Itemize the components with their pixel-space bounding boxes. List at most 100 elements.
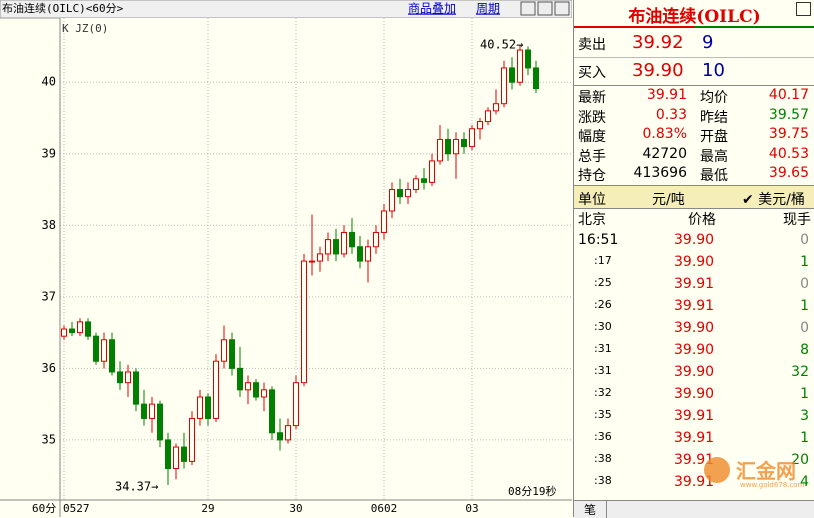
trade-row: :38 39.91 4 [574,472,814,494]
trade-volume: 1 [800,386,809,402]
ask-volume: 9 [702,32,714,53]
stat-label: 总手 [578,148,606,165]
candle-body [149,403,155,419]
stat-label: 涨跌 [578,109,606,126]
panel-icon[interactable] [796,2,811,16]
candle-body [405,189,411,198]
candle-body [69,328,75,334]
trade-time: :32 [594,386,612,399]
stat-value: 40.17 [768,87,809,103]
candle-body [237,367,243,391]
unit-bar: 单位 元/吨 ✔ 美元/桶 [574,185,814,209]
y-tick-label: 40 [42,75,56,89]
candle-body [485,110,491,123]
candle-body [461,138,467,148]
nav-button[interactable] [537,1,553,16]
countdown: 08分19秒 [508,484,557,498]
ask-row: 卖出 39.92 9 [574,30,814,57]
candle-body [397,189,403,198]
candle-body [85,321,91,337]
period-link[interactable]: 周期 [476,2,500,16]
trade-volume: 3 [800,408,809,424]
trade-volume: 20 [791,452,809,468]
stat-value: 40.53 [768,145,809,162]
stat-value: 39.57 [768,106,809,123]
x-tick-label: 30 [289,502,302,515]
trade-row: :38 39.91 20 [574,450,814,472]
stat-label: 昨结 [700,109,728,126]
candle-body [213,360,219,419]
bid-row: 买入 39.90 10 [574,57,814,86]
candle-body [533,67,539,90]
stat-value: 39.75 [768,126,809,143]
candle-body [277,432,283,441]
trade-row: :25 39.91 0 [574,274,814,296]
x-tick-label: 29 [201,502,214,515]
trade-volume: 1 [800,430,809,446]
watermark-logo [704,457,730,483]
trade-time: :30 [594,320,612,333]
stat-row: 总手 42720 最高 40.53 [574,145,814,165]
candle-body [333,239,339,255]
candle-body [373,231,379,248]
candle-body [325,239,331,255]
trade-price: 39.91 [674,276,715,292]
y-tick-label: 36 [42,361,56,375]
candle-body [125,371,131,384]
candle-body [301,260,307,384]
trade-row: 16:51 39.90 0 [574,230,814,252]
unit-option[interactable]: 元/吨 [652,192,685,208]
unit-option[interactable]: ✔ 美元/桶 [742,192,805,208]
stat-value: 42720 [642,145,687,162]
overlay-link[interactable]: 商品叠加 [408,1,456,16]
stat-label: 最新 [578,90,606,106]
candle-body [61,328,67,337]
trade-time: 16:51 [578,232,619,248]
unit-label: 单位 [578,192,606,208]
trade-row: :31 39.90 8 [574,340,814,362]
stat-label: 持仓 [578,168,606,185]
trade-price: 39.91 [674,430,715,446]
trade-time: :35 [594,408,612,421]
candle-body [157,403,163,441]
chart-title: 布油连续(OILC)<60分> [2,1,124,15]
stat-row: 持仓 413696 最低 39.65 [574,164,814,185]
trade-volume: 32 [791,364,809,380]
stat-label: 开盘 [700,129,728,146]
bid-label: 买入 [578,65,606,81]
nav-button[interactable] [554,1,570,16]
plot-background [60,18,572,500]
candle-body [509,67,515,83]
candle-body [77,321,83,334]
panel-title: 布油连续(OILC) [628,7,761,27]
y-tick-label: 39 [42,146,56,160]
candle-body [437,138,443,162]
candle-body [261,389,267,398]
trade-volume: 0 [800,276,809,292]
candle-body [429,160,435,183]
candle-body [525,49,531,69]
trade-price: 39.90 [674,254,715,270]
ask-price: 39.92 [632,32,684,53]
ask-label: 卖出 [578,37,606,53]
quote-panel: 布油连续(OILC) 卖出 39.92 9 买入 39.90 10 最新 39.9… [573,0,814,518]
trade-price: 39.90 [674,386,715,402]
trade-time: :17 [594,254,612,267]
trade-volume: 4 [800,474,809,490]
candle-body [493,103,499,112]
trade-row: :36 39.91 1 [574,428,814,450]
trade-price: 39.90 [674,342,715,358]
watermark: 汇金网 www.gold678.com [704,455,812,495]
header-time: 北京 [578,212,606,228]
tab[interactable]: 笔 [584,501,608,518]
trade-time: :26 [594,298,612,311]
trade-row: :17 39.90 1 [574,252,814,274]
tab-bar: 笔 [574,500,814,518]
trade-price: 39.90 [674,232,715,248]
candle-body [293,382,299,427]
nav-button[interactable] [520,1,536,16]
candle-body [189,417,195,462]
indicator-label: K JZ(0) [62,22,108,35]
candle-body [381,210,387,233]
candle-body [413,178,419,191]
